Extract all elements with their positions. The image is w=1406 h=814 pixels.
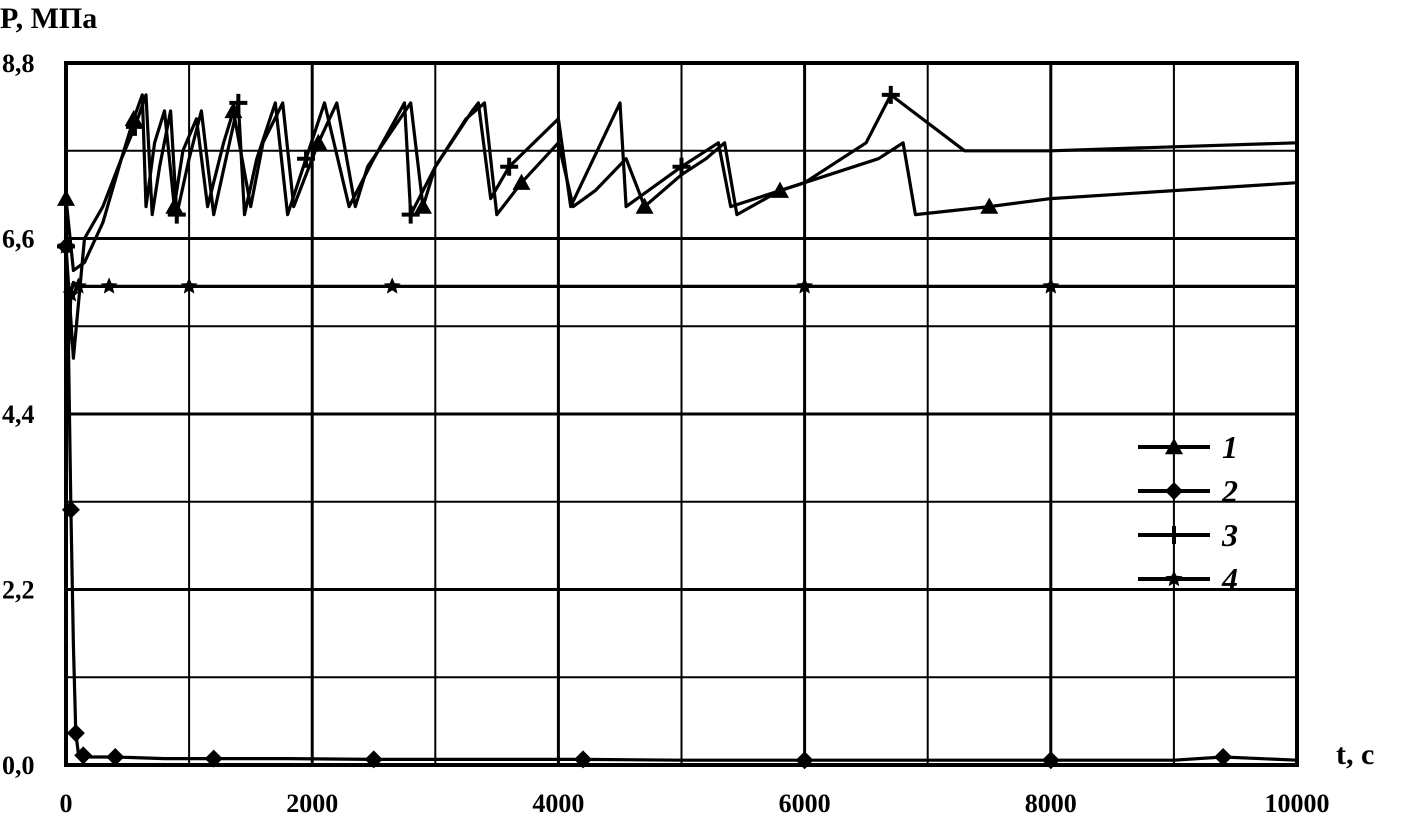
data-point bbox=[383, 277, 401, 294]
legend-item-1: 1 bbox=[1138, 429, 1238, 465]
data-point bbox=[980, 197, 999, 214]
data-point bbox=[69, 277, 87, 294]
legend-marker bbox=[1165, 438, 1183, 455]
legend-marker bbox=[1165, 570, 1183, 587]
x-tick-label: 4000 bbox=[532, 789, 584, 814]
data-point bbox=[1214, 748, 1233, 767]
x-tick-label: 2000 bbox=[286, 789, 338, 814]
data-point bbox=[796, 277, 814, 294]
data-point bbox=[881, 85, 900, 104]
legend-marker bbox=[1165, 526, 1183, 544]
x-axis-ticks: 0 2000 4000 6000 8000 10000 bbox=[60, 789, 1330, 814]
series-3 bbox=[57, 85, 1298, 360]
x-axis-title: t, c bbox=[1336, 738, 1374, 771]
x-tick-label: 6000 bbox=[779, 789, 831, 814]
y-tick-label: 2,2 bbox=[2, 576, 35, 605]
data-point bbox=[413, 197, 432, 214]
x-tick-label: 10000 bbox=[1265, 789, 1330, 814]
legend-marker bbox=[1165, 482, 1183, 500]
legend-item-2: 2 bbox=[1138, 473, 1238, 509]
data-point bbox=[74, 746, 93, 765]
y-tick-label: 8,8 bbox=[2, 49, 35, 78]
legend-label: 4 bbox=[1221, 561, 1238, 597]
data-point bbox=[512, 173, 531, 190]
y-axis-ticks: 0,0 2,2 4,4 6,6 8,8 bbox=[2, 49, 35, 780]
y-axis-title: P, МПа bbox=[0, 2, 97, 35]
series-line-3 bbox=[64, 93, 1298, 360]
series-layer bbox=[57, 85, 1298, 770]
plot-frame bbox=[64, 61, 1299, 767]
y-tick-label: 0,0 bbox=[2, 751, 35, 780]
legend-label: 3 bbox=[1221, 517, 1238, 553]
data-point bbox=[125, 117, 144, 136]
data-point bbox=[500, 157, 519, 176]
series-2 bbox=[57, 237, 1298, 770]
data-point bbox=[1042, 277, 1060, 294]
series-line-2 bbox=[64, 246, 1298, 762]
legend-label: 1 bbox=[1222, 429, 1238, 465]
series-4 bbox=[57, 237, 1297, 352]
data-point bbox=[106, 748, 125, 767]
x-tick-label: 8000 bbox=[1025, 789, 1077, 814]
data-point bbox=[635, 197, 654, 214]
x-tick-label: 0 bbox=[60, 789, 73, 814]
data-point bbox=[401, 205, 420, 224]
legend: 1 2 3 4 bbox=[1138, 429, 1238, 597]
data-point bbox=[66, 724, 85, 743]
data-point bbox=[100, 277, 118, 294]
data-point bbox=[229, 93, 248, 112]
data-point bbox=[297, 149, 316, 168]
data-point bbox=[672, 157, 691, 176]
legend-item-3: 3 bbox=[1138, 517, 1238, 553]
y-tick-label: 6,6 bbox=[2, 225, 35, 254]
data-point bbox=[309, 133, 328, 150]
data-point bbox=[180, 277, 198, 294]
legend-label: 2 bbox=[1221, 473, 1238, 509]
legend-item-4: 4 bbox=[1138, 561, 1238, 597]
data-point bbox=[167, 205, 186, 224]
y-tick-label: 4,4 bbox=[2, 400, 35, 429]
